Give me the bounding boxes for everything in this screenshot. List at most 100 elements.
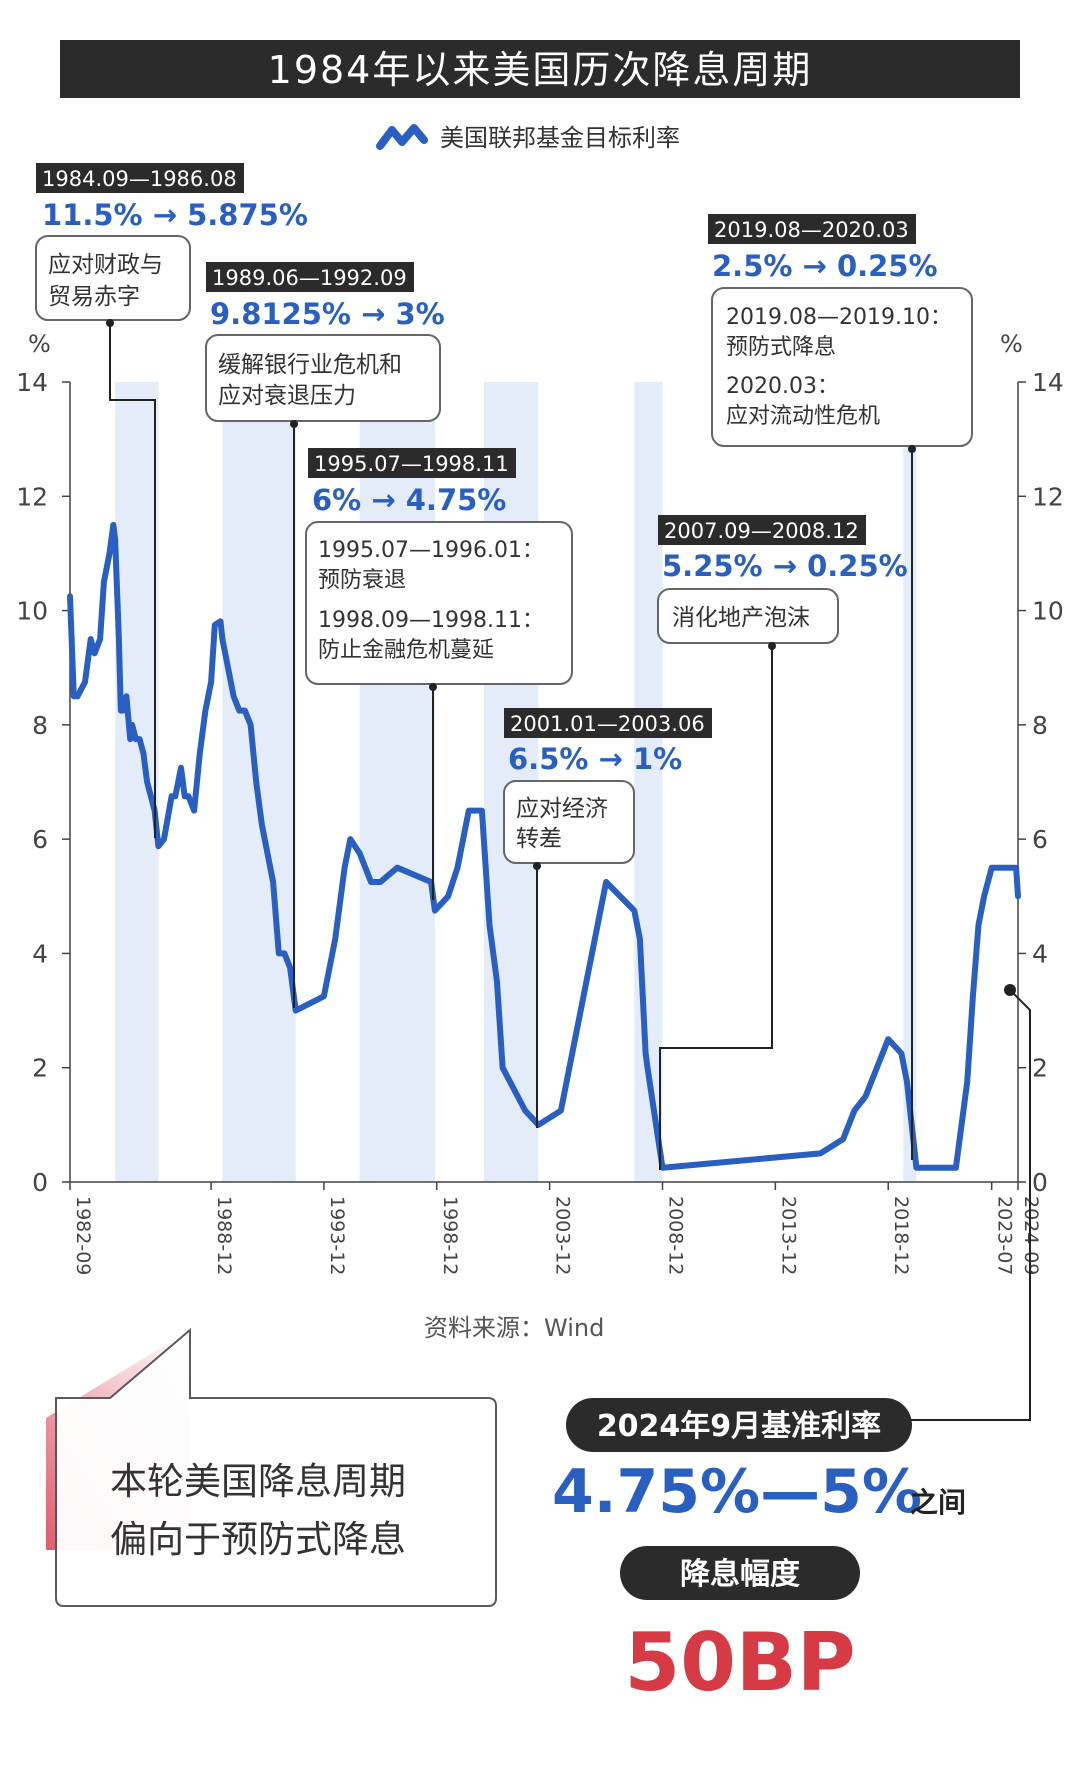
annotation-2019: 2019.08—2020.03 2.5% → 0.25% 2019.08—201… bbox=[708, 214, 973, 1160]
annotation-note: 消化地产泡沫 bbox=[672, 605, 810, 631]
annotation-note: 1998.09—1998.11： bbox=[318, 608, 544, 633]
annotation-period-bg bbox=[658, 515, 866, 545]
annotation-1995: 1995.07—1998.11 6% → 4.75% 1995.07—1996.… bbox=[305, 448, 573, 900]
annotation-period: 2007.09—2008.12 bbox=[664, 519, 859, 543]
shaded-band bbox=[115, 382, 159, 1182]
x-tick-label: 1982-09 bbox=[72, 1196, 94, 1275]
annotation-dot bbox=[908, 445, 916, 453]
source-note: 资料来源：Wind bbox=[424, 1314, 604, 1342]
annotation-2007: 2007.09—2008.12 5.25% → 0.25% 消化地产泡沫 bbox=[657, 515, 908, 1170]
y-tick-label-right: 8 bbox=[1032, 711, 1048, 740]
legend-line-icon bbox=[376, 124, 428, 150]
y-axis-unit-right: % bbox=[1000, 330, 1023, 358]
annotation-period-bg bbox=[308, 448, 516, 478]
annotation-note: 应对财政与 bbox=[48, 252, 163, 278]
callout-line-2: 偏向于预防式降息 bbox=[110, 1518, 406, 1561]
y-tick-label-left: 0 bbox=[32, 1168, 48, 1197]
annotation-note: 1995.07—1996.01： bbox=[318, 538, 544, 563]
annotation-1984: 1984.09—1986.08 11.5% → 5.875% 应对财政与 贸易赤… bbox=[35, 163, 308, 838]
annotation-period-bg bbox=[36, 163, 244, 193]
x-tick-label: 2013-12 bbox=[777, 1196, 799, 1275]
y-tick-label-right: 14 bbox=[1032, 368, 1064, 397]
annotation-box bbox=[657, 588, 839, 644]
annotations: 1984.09—1986.08 11.5% → 5.875% 应对财政与 贸易赤… bbox=[35, 163, 973, 1170]
callout-box bbox=[55, 1327, 497, 1607]
annotation-period: 1984.09—1986.08 bbox=[42, 167, 237, 191]
annotation-dot bbox=[768, 642, 776, 650]
annotation-period: 2001.01—2003.06 bbox=[510, 712, 705, 736]
annotation-change: 6.5% → 1% bbox=[508, 742, 682, 776]
annotation-box bbox=[205, 334, 441, 422]
annotation-box bbox=[305, 521, 573, 685]
annotation-period-bg bbox=[206, 262, 414, 292]
y-tick-label-right: 2 bbox=[1032, 1054, 1048, 1083]
y-tick-label-left: 6 bbox=[32, 825, 48, 854]
annotation-period-bg bbox=[504, 708, 712, 738]
y-tick-label-right: 12 bbox=[1032, 482, 1064, 511]
annotation-1989: 1989.06—1992.09 9.8125% → 3% 缓解银行业危机和 应对… bbox=[205, 262, 445, 1008]
annotation-change: 6% → 4.75% bbox=[312, 483, 506, 517]
shaded-band bbox=[634, 382, 663, 1182]
x-tick-label: 2003-12 bbox=[552, 1196, 574, 1275]
y-tick-label-left: 2 bbox=[32, 1054, 48, 1083]
cut-value: 50BP bbox=[625, 1616, 856, 1709]
annotation-period: 1989.06—1992.09 bbox=[212, 266, 407, 290]
annotation-note: 应对衰退压力 bbox=[218, 383, 356, 409]
x-tick-label: 2008-12 bbox=[665, 1196, 687, 1275]
axes: 0 0 2 2 4 4 6 6 8 8 10 10 12 12 14 14 1982-09 1988-12 1993… bbox=[16, 368, 1064, 1275]
y-tick-label-left: 4 bbox=[32, 939, 48, 968]
current-rate-range: 4.75%—5% bbox=[552, 1457, 922, 1527]
annotation-change: 2.5% → 0.25% bbox=[712, 249, 938, 283]
y-tick-label-left: 10 bbox=[16, 597, 48, 626]
x-tick-label: 1993-12 bbox=[326, 1196, 348, 1275]
current-rate-panel: 2024年9月基准利率 4.75%—5% 之间 降息幅度 50BP bbox=[552, 1398, 966, 1709]
annotation-period: 2019.08—2020.03 bbox=[714, 218, 909, 242]
current-rate-pill bbox=[566, 1398, 912, 1452]
x-tick-label: 2023-07 bbox=[994, 1196, 1016, 1275]
annotation-period: 1995.07—1998.11 bbox=[314, 452, 509, 476]
legend-label: 美国联邦基金目标利率 bbox=[440, 124, 680, 152]
y-tick-label-right: 10 bbox=[1032, 597, 1064, 626]
annotation-leader bbox=[659, 643, 773, 1170]
annotation-note: 预防衰退 bbox=[318, 568, 406, 593]
x-tick-label: 1998-12 bbox=[439, 1196, 461, 1275]
current-rate-leader bbox=[910, 989, 1031, 1421]
callout: 本轮美国降息周期 偏向于预防式降息 bbox=[46, 1327, 497, 1607]
y-axis-unit-left: % bbox=[28, 330, 51, 358]
y-tick-label-right: 4 bbox=[1032, 939, 1048, 968]
annotation-dot bbox=[429, 683, 437, 691]
rate-line bbox=[67, 521, 1021, 1171]
annotation-2001: 2001.01—2003.06 6.5% → 1% 应对经济 转差 bbox=[503, 708, 712, 1128]
annotation-dot bbox=[290, 420, 298, 428]
current-rate-dot bbox=[1004, 984, 1016, 996]
annotation-dot bbox=[106, 319, 114, 327]
cut-label-pill bbox=[620, 1546, 860, 1600]
y-tick-label-right: 0 bbox=[1032, 1168, 1048, 1197]
annotation-note: 应对经济 bbox=[516, 796, 608, 822]
annotation-change: 11.5% → 5.875% bbox=[42, 198, 308, 232]
y-tick-label-right: 6 bbox=[1032, 825, 1048, 854]
current-rate-label: 2024年9月基准利率 bbox=[597, 1409, 881, 1444]
current-rate-suffix: 之间 bbox=[910, 1486, 966, 1519]
annotation-dot bbox=[533, 862, 541, 870]
annotation-note: 2020.03： bbox=[726, 374, 839, 399]
annotation-box bbox=[35, 235, 191, 321]
shaded-band bbox=[903, 382, 917, 1182]
annotation-note: 贸易赤字 bbox=[48, 284, 140, 310]
annotation-note: 应对流动性危机 bbox=[726, 404, 880, 429]
y-tick-label-left: 12 bbox=[16, 482, 48, 511]
annotation-change: 5.25% → 0.25% bbox=[662, 549, 908, 583]
y-tick-label-left: 8 bbox=[32, 711, 48, 740]
x-tick-label: 1988-12 bbox=[213, 1196, 235, 1275]
annotation-change: 9.8125% → 3% bbox=[210, 297, 445, 331]
annotation-note: 转差 bbox=[516, 826, 562, 852]
annotation-note: 防止金融危机蔓延 bbox=[318, 638, 494, 663]
annotation-leader bbox=[109, 320, 156, 838]
annotation-box bbox=[711, 287, 973, 447]
title-banner bbox=[60, 40, 1020, 98]
annotation-note: 缓解银行业危机和 bbox=[218, 352, 402, 378]
shaded-band bbox=[359, 382, 435, 1182]
x-tick-label: 2018-12 bbox=[890, 1196, 912, 1275]
annotation-note: 预防式降息 bbox=[726, 335, 836, 360]
